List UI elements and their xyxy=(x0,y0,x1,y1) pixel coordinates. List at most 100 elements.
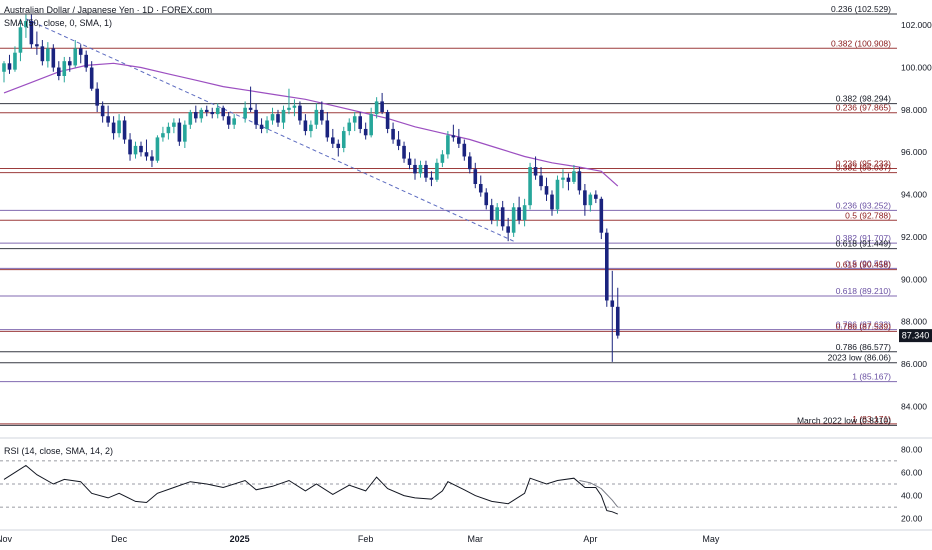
candle xyxy=(407,152,412,170)
candle-body xyxy=(478,184,483,193)
candle-body xyxy=(533,167,538,176)
candle-body xyxy=(46,48,50,62)
price-tick-label: 84.000 xyxy=(901,401,927,411)
candle xyxy=(352,112,357,132)
candle-body xyxy=(457,137,461,144)
candle xyxy=(161,126,165,142)
rsi-tick-label: 40.00 xyxy=(901,491,923,501)
candle-body xyxy=(363,128,368,136)
candle xyxy=(424,160,428,182)
candle-body xyxy=(199,109,204,119)
candle-body xyxy=(325,120,330,138)
candle xyxy=(446,131,450,159)
candle xyxy=(341,126,346,153)
candle-body xyxy=(259,124,264,129)
sma-legend: SMA (50, close, 0, SMA, 1) xyxy=(4,18,112,28)
candle xyxy=(243,101,247,123)
level-label: 0.382 (98.294) xyxy=(836,94,891,104)
candle-body xyxy=(292,105,297,108)
candle-body xyxy=(95,88,99,106)
candle xyxy=(292,99,297,117)
candle-body xyxy=(133,145,138,155)
candle xyxy=(309,120,313,138)
candle xyxy=(320,101,324,125)
candle-body xyxy=(347,122,352,132)
candle xyxy=(325,112,330,142)
level-label: March 2022 low (0.8310) xyxy=(797,415,891,425)
candle-body xyxy=(402,145,406,159)
candle-body xyxy=(566,177,571,182)
candle-body xyxy=(144,152,149,157)
candle-body xyxy=(314,109,319,125)
candle-body xyxy=(57,67,61,76)
level-label: 0.236 (95.233) xyxy=(836,158,891,168)
price-tick-label: 88.000 xyxy=(901,317,927,327)
candle xyxy=(561,169,565,189)
candle xyxy=(204,105,209,117)
candle-body xyxy=(385,112,390,129)
candle-body xyxy=(352,116,357,123)
candle-body xyxy=(462,143,467,157)
candle xyxy=(500,200,505,231)
candle xyxy=(478,175,483,197)
candle xyxy=(506,217,510,242)
candle-body xyxy=(588,194,593,206)
candle xyxy=(391,122,395,144)
candle-body xyxy=(473,169,478,184)
candle-body xyxy=(111,122,116,134)
candle-body xyxy=(194,112,198,119)
candle-body xyxy=(577,171,582,191)
candle xyxy=(172,118,176,134)
candle xyxy=(73,40,78,68)
level-label: 0.236 (102.529) xyxy=(831,4,891,14)
candle-body xyxy=(248,107,253,110)
candle-body xyxy=(62,61,67,76)
candle-body xyxy=(51,48,56,68)
candle xyxy=(111,116,116,140)
candle-body xyxy=(572,171,576,182)
candle xyxy=(18,18,23,62)
candle-body xyxy=(204,109,209,112)
candle-body xyxy=(122,120,127,140)
candle xyxy=(374,97,379,119)
time-axis-label: May xyxy=(702,534,720,544)
candle-body xyxy=(561,177,565,180)
candle-body xyxy=(254,109,258,125)
candle-body xyxy=(528,167,532,206)
candle-body xyxy=(413,164,417,174)
candle xyxy=(605,228,609,307)
rsi-pane: 20.00 40.00 60.00 80.00 xyxy=(0,444,923,524)
candle xyxy=(457,128,461,148)
candle xyxy=(610,270,615,362)
candle xyxy=(7,54,12,74)
candle-body xyxy=(391,128,395,140)
candle xyxy=(544,177,549,201)
candle xyxy=(276,109,280,127)
candle xyxy=(429,171,434,187)
rsi-tick-label: 20.00 xyxy=(901,514,923,524)
candle-body xyxy=(500,207,505,227)
candle xyxy=(40,40,45,66)
candle-body xyxy=(418,164,423,174)
candle xyxy=(599,196,604,240)
candle-body xyxy=(35,44,39,47)
level-label: 1 (83.171) xyxy=(852,414,891,424)
candle-body xyxy=(270,114,275,121)
candle xyxy=(369,107,373,138)
candle-body xyxy=(287,107,291,110)
candle xyxy=(314,103,319,129)
level-label: 0.618 (90.458) xyxy=(836,260,891,270)
candle xyxy=(117,114,121,138)
candle xyxy=(248,86,253,112)
candle-body xyxy=(40,46,45,62)
candle xyxy=(95,82,99,112)
level-label: 0.5 (90.518) xyxy=(845,258,891,268)
candle-body xyxy=(78,48,83,55)
candle xyxy=(588,192,593,212)
axes-layer: 84.000 86.000 88.000 90.000 92.000 94.000 96.0… xyxy=(0,20,932,544)
candle xyxy=(221,105,225,121)
candle xyxy=(418,160,423,178)
candle-body xyxy=(7,63,12,70)
rsi-sma-line xyxy=(579,480,619,508)
